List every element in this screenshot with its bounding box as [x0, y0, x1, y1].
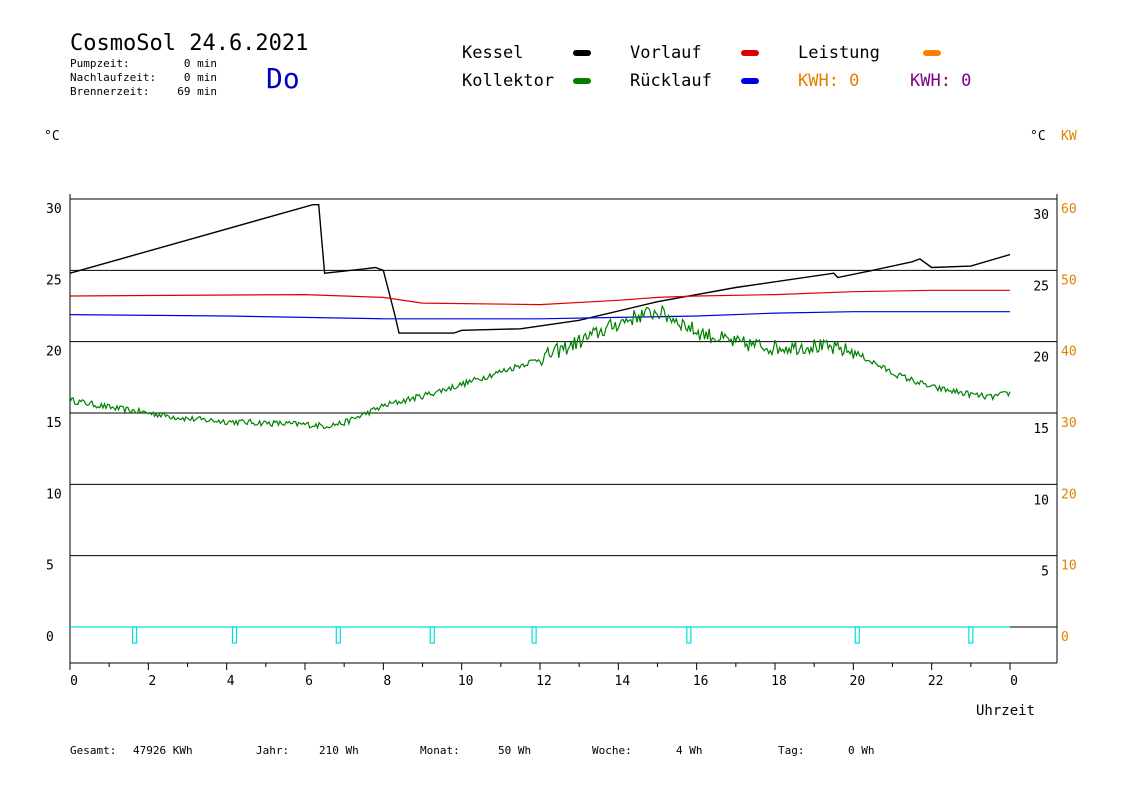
right-tick-label: 15 [1033, 422, 1049, 437]
footer-tag-value: 0 Wh [848, 744, 875, 757]
footer-monat-label: Monat: [420, 744, 460, 757]
series-leistung-pulse [686, 626, 692, 644]
left-tick-label: 10 [46, 487, 62, 502]
gridlines [70, 198, 1057, 628]
kwh-orange: KWH: 0 [798, 71, 859, 91]
footer-jahr-value: 210 Wh [319, 744, 359, 757]
footer-woche-value: 4 Wh [676, 744, 703, 757]
left-tick-label: 20 [46, 345, 62, 360]
header-info: Pumpzeit: 0 min Nachlaufzeit: 0 min Bren… [70, 57, 217, 98]
x-tick-label: 18 [771, 674, 787, 689]
left-tick-label: 0 [46, 630, 54, 645]
kw-tick-label: 10 [1061, 559, 1077, 574]
brennerzeit-value: 69 min [177, 85, 217, 98]
left-tick-label: 30 [46, 202, 62, 217]
series-leistung-pulse [531, 626, 537, 644]
x-ticks: 0 2 4 6 8 10 12 14 16 18 20 22 0 [69, 663, 1018, 689]
legend: Kessel Kollektor Vorlauf Rücklauf Leistu… [462, 43, 971, 91]
right-unit: °C [1030, 129, 1046, 144]
series-kessel-line [69, 203, 1011, 334]
legend-label-kollektor: Kollektor [462, 71, 554, 91]
series-rcklauf-line [69, 311, 1010, 320]
kw-tick-label: 0 [1061, 630, 1069, 645]
plot-frame [69, 194, 1058, 664]
right-tick-label: 25 [1033, 279, 1049, 294]
right-tick-label: 5 [1041, 565, 1049, 580]
kw-tick-label: 30 [1061, 416, 1077, 431]
series-leistung-pulse [335, 626, 341, 644]
x-tick-label: 20 [850, 674, 866, 689]
pumpzeit-value: 0 min [184, 57, 217, 70]
kw-tick-label: 40 [1061, 345, 1077, 360]
x-tick-label: 6 [305, 674, 313, 689]
nachlaufzeit-label: Nachlaufzeit: [70, 71, 156, 84]
footer-totals: Gesamt: 47926 KWh Jahr: 210 Wh Monat: 50… [70, 744, 875, 757]
left-unit: °C [44, 129, 60, 144]
chart-title: CosmoSol 24.6.2021 [70, 31, 308, 56]
series-group [69, 203, 1011, 644]
legend-label-ruecklauf: Rücklauf [630, 71, 712, 91]
x-tick-label: 0 [70, 674, 78, 689]
x-tick-label: 10 [458, 674, 474, 689]
kw-tick-label: 20 [1061, 487, 1077, 502]
footer-gesamt-value: 47926 KWh [133, 744, 193, 757]
footer-jahr-label: Jahr: [256, 744, 289, 757]
legend-label-kessel: Kessel [462, 43, 523, 63]
footer-woche-label: Woche: [592, 744, 632, 757]
footer-tag-label: Tag: [778, 744, 805, 757]
series-vorlauf-line [69, 289, 1010, 306]
x-tick-label: 22 [928, 674, 944, 689]
left-tick-label: 25 [46, 273, 62, 288]
x-tick-label: 2 [148, 674, 156, 689]
kwh-purple: KWH: 0 [910, 71, 971, 91]
left-tick-label: 5 [46, 559, 54, 574]
right-tick-label: 30 [1033, 208, 1049, 223]
x-tick-label: 12 [536, 674, 552, 689]
x-tick-label: 0 [1010, 674, 1018, 689]
nachlaufzeit-value: 0 min [184, 71, 217, 84]
right-unit-kw: KW [1061, 129, 1077, 144]
right-tick-label: 10 [1033, 493, 1049, 508]
footer-gesamt-label: Gesamt: [70, 744, 116, 757]
x-tick-label: 16 [693, 674, 709, 689]
kw-tick-label: 50 [1061, 273, 1077, 288]
y-ticks: 30 30 60 25 25 50 20 20 40 15 15 30 10 10 20 5 5 10 0 0 [46, 202, 1077, 645]
series-leistung-pulse [132, 626, 138, 644]
series-leistung-pulse [231, 626, 238, 644]
x-tick-label: 14 [615, 674, 631, 689]
right-tick-label: 20 [1033, 351, 1049, 366]
legend-label-leistung: Leistung [798, 43, 880, 63]
pumpzeit-label: Pumpzeit: [70, 57, 130, 70]
legend-label-vorlauf: Vorlauf [630, 43, 702, 63]
x-tick-label: 8 [383, 674, 391, 689]
series-kollektor-line [69, 304, 1011, 430]
series-leistung-pulse [429, 626, 435, 644]
series-leistung-pulse [854, 626, 860, 644]
kw-tick-label: 60 [1061, 202, 1077, 217]
left-tick-label: 15 [46, 416, 62, 431]
weekday: Do [266, 62, 300, 95]
brennerzeit-label: Brennerzeit: [70, 85, 149, 98]
x-axis-label: Uhrzeit [976, 703, 1035, 719]
footer-monat-value: 50 Wh [498, 744, 531, 757]
series-leistung-pulse [968, 626, 974, 644]
x-tick-label: 4 [227, 674, 235, 689]
